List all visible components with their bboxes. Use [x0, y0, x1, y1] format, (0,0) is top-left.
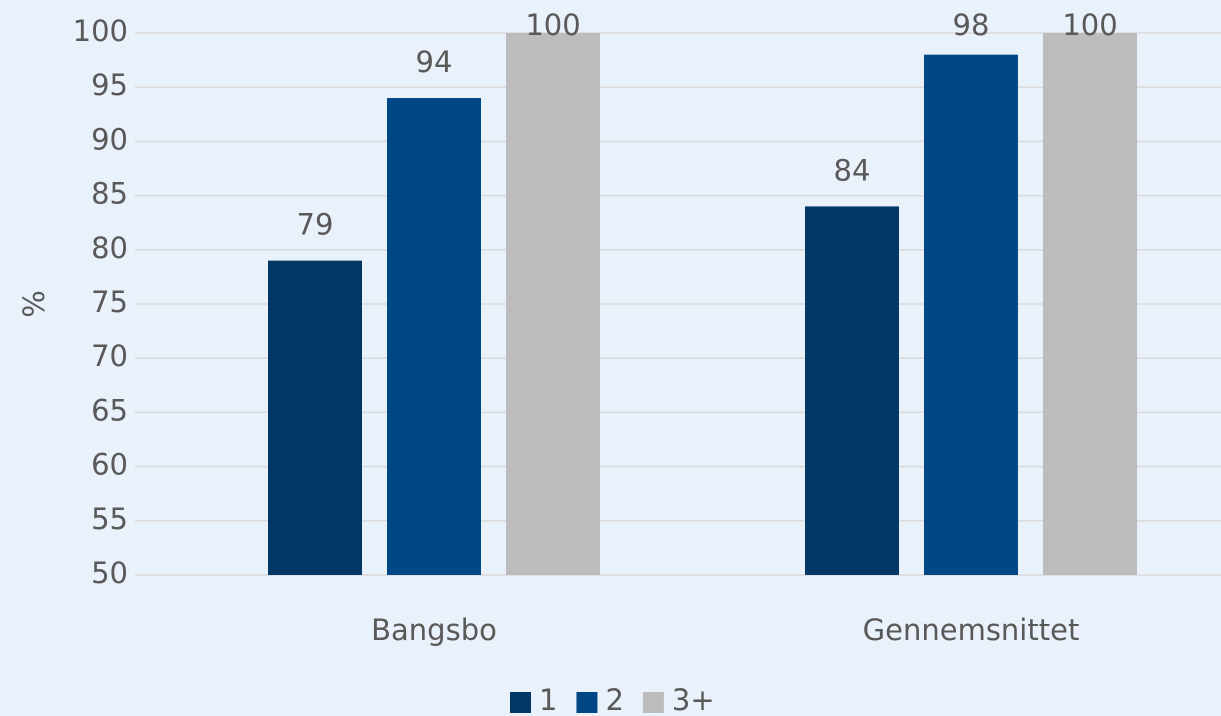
bar — [805, 206, 899, 575]
y-tick-label: 50 — [91, 556, 128, 590]
data-label: 79 — [297, 208, 334, 242]
y-tick-label: 55 — [91, 502, 128, 536]
bar — [1043, 33, 1137, 575]
data-label: 100 — [525, 8, 580, 42]
y-tick-label: 100 — [73, 14, 128, 48]
y-tick-label: 75 — [91, 285, 128, 319]
legend-swatch — [576, 692, 598, 713]
y-axis-label: % — [17, 290, 51, 318]
data-label: 94 — [416, 45, 453, 79]
data-label: 100 — [1062, 8, 1117, 42]
y-tick-label: 60 — [91, 448, 128, 482]
legend-label: 2 — [605, 683, 623, 716]
data-label: 84 — [834, 153, 871, 187]
legend-label: 3+ — [672, 683, 715, 716]
bar — [506, 33, 600, 575]
legend-swatch — [642, 692, 664, 713]
y-tick-label: 65 — [91, 393, 128, 427]
bar — [268, 260, 362, 575]
y-tick-label: 90 — [91, 122, 128, 156]
y-tick-label: 80 — [91, 231, 128, 265]
y-tick-label: 85 — [91, 177, 128, 211]
x-tick-label: Gennemsnittet — [863, 613, 1080, 647]
bar — [387, 98, 481, 575]
data-label: 98 — [953, 8, 990, 42]
y-tick-label: 95 — [91, 68, 128, 102]
legend-label: 1 — [539, 683, 557, 716]
y-tick-label: 70 — [91, 339, 128, 373]
bar — [924, 54, 1018, 576]
x-tick-label: Bangsbo — [371, 613, 497, 647]
legend-swatch — [510, 692, 531, 713]
